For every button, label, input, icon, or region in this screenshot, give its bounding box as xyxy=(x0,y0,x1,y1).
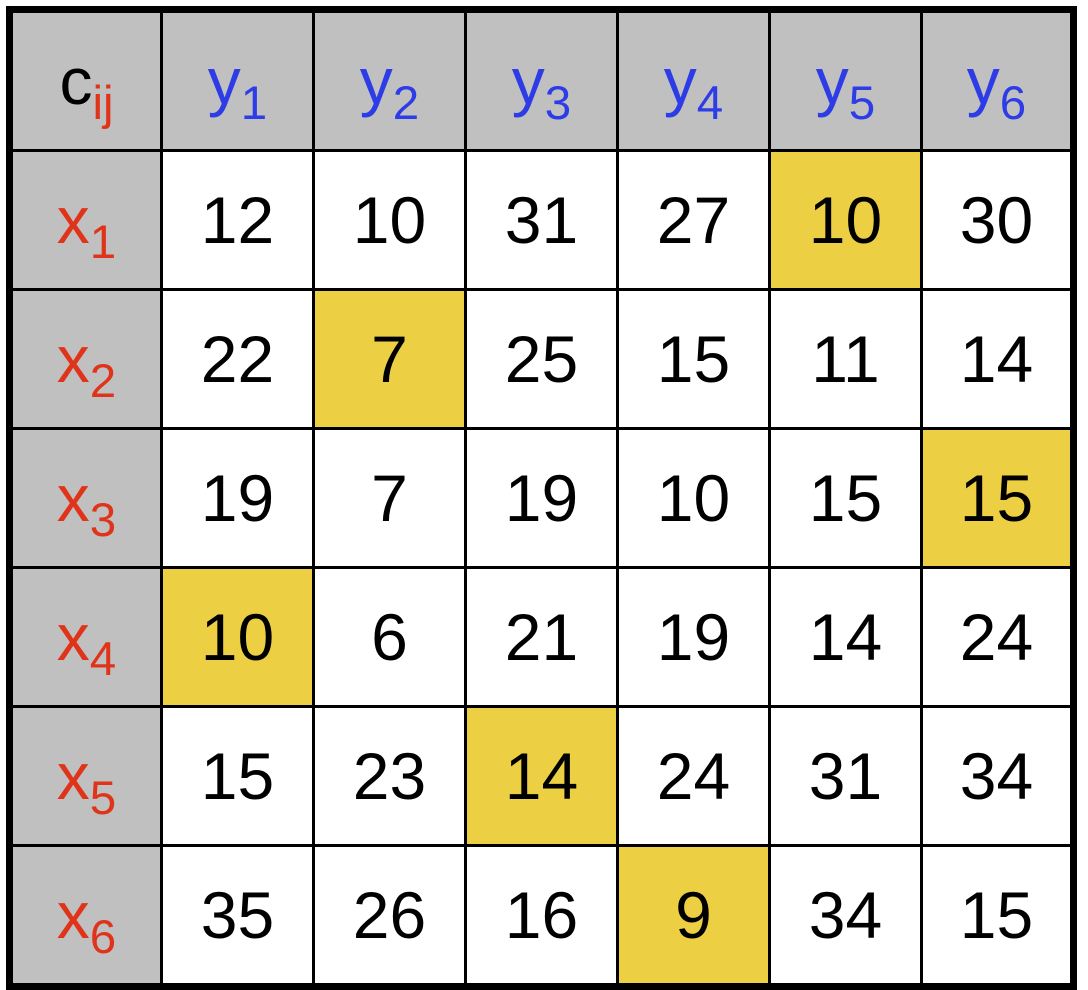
cost-cell: 35 xyxy=(160,844,315,988)
cost-cell: 24 xyxy=(616,705,771,847)
cost-cell: 11 xyxy=(768,288,923,430)
row-header-x6: x6 xyxy=(8,844,163,988)
column-header-y5: y5 xyxy=(768,8,923,152)
table-body: cij y1 y2 y3 y4 y5 y6 x1 12 10 31 27 10 30 x2 22 7 25 15… xyxy=(8,8,1075,988)
cost-cell: 23 xyxy=(312,705,467,847)
table-row: x1 12 10 31 27 10 30 xyxy=(8,149,1075,291)
cost-cell: 12 xyxy=(160,149,315,291)
column-header-sub: 3 xyxy=(544,77,572,131)
cost-cell: 15 xyxy=(160,705,315,847)
cost-cell: 26 xyxy=(312,844,467,988)
header-row: cij y1 y2 y3 y4 y5 y6 xyxy=(8,8,1075,152)
row-header-x1: x1 xyxy=(8,149,163,291)
cost-cell: 10 xyxy=(616,427,771,569)
table-row: x5 15 23 14 24 31 34 xyxy=(8,705,1075,847)
column-header-main: y xyxy=(359,44,393,118)
cost-cell: 19 xyxy=(616,566,771,708)
cost-matrix-table: cij y1 y2 y3 y4 y5 y6 x1 12 10 31 27 10 30 x2 22 7 25 15… xyxy=(6,6,1077,990)
column-header-y2: y2 xyxy=(312,8,467,152)
corner-label-main: c xyxy=(59,44,93,118)
row-header-sub: 6 xyxy=(89,911,117,965)
table-row: x4 10 6 21 19 14 24 xyxy=(8,566,1075,708)
row-header-main: x xyxy=(56,461,90,535)
column-header-sub: 4 xyxy=(696,77,724,131)
column-header-main: y xyxy=(511,44,545,118)
cost-cell: 34 xyxy=(920,705,1075,847)
highlighted-cost-cell: 9 xyxy=(616,844,771,988)
cost-cell: 31 xyxy=(768,705,923,847)
highlighted-cost-cell: 7 xyxy=(312,288,467,430)
cost-cell: 31 xyxy=(464,149,619,291)
table-row: x2 22 7 25 15 11 14 xyxy=(8,288,1075,430)
row-header-main: x xyxy=(56,739,90,813)
row-header-sub: 2 xyxy=(89,355,117,409)
row-header-main: x xyxy=(56,600,90,674)
row-header-x5: x5 xyxy=(8,705,163,847)
row-header-x4: x4 xyxy=(8,566,163,708)
highlighted-cost-cell: 10 xyxy=(160,566,315,708)
row-header-main: x xyxy=(56,322,90,396)
row-header-x3: x3 xyxy=(8,427,163,569)
corner-label-sub: ij xyxy=(92,77,114,131)
column-header-sub: 5 xyxy=(848,77,876,131)
highlighted-cost-cell: 10 xyxy=(768,149,923,291)
row-header-sub: 5 xyxy=(89,772,117,826)
cost-cell: 22 xyxy=(160,288,315,430)
highlighted-cost-cell: 14 xyxy=(464,705,619,847)
highlighted-cost-cell: 15 xyxy=(920,427,1075,569)
cost-cell: 15 xyxy=(768,427,923,569)
cost-cell: 21 xyxy=(464,566,619,708)
column-header-y4: y4 xyxy=(616,8,771,152)
column-header-y6: y6 xyxy=(920,8,1075,152)
cost-cell: 24 xyxy=(920,566,1075,708)
column-header-y1: y1 xyxy=(160,8,315,152)
column-header-sub: 1 xyxy=(240,77,268,131)
cost-cell: 34 xyxy=(768,844,923,988)
cost-cell: 30 xyxy=(920,149,1075,291)
cost-cell: 16 xyxy=(464,844,619,988)
row-header-main: x xyxy=(56,878,90,952)
row-header-sub: 3 xyxy=(89,494,117,548)
row-header-main: x xyxy=(56,183,90,257)
cost-cell: 7 xyxy=(312,427,467,569)
column-header-main: y xyxy=(663,44,697,118)
column-header-main: y xyxy=(207,44,241,118)
cost-cell: 19 xyxy=(160,427,315,569)
cost-cell: 19 xyxy=(464,427,619,569)
cost-cell: 27 xyxy=(616,149,771,291)
cost-cell: 15 xyxy=(616,288,771,430)
row-header-sub: 4 xyxy=(89,633,117,687)
column-header-sub: 6 xyxy=(999,77,1027,131)
cost-cell: 10 xyxy=(312,149,467,291)
cost-cell: 14 xyxy=(768,566,923,708)
table-row: x3 19 7 19 10 15 15 xyxy=(8,427,1075,569)
cost-cell: 25 xyxy=(464,288,619,430)
corner-label-cell: cij xyxy=(8,8,163,152)
column-header-y3: y3 xyxy=(464,8,619,152)
cost-cell: 14 xyxy=(920,288,1075,430)
column-header-sub: 2 xyxy=(392,77,420,131)
row-header-x2: x2 xyxy=(8,288,163,430)
cost-cell: 6 xyxy=(312,566,467,708)
column-header-main: y xyxy=(966,44,1000,118)
table-row: x6 35 26 16 9 34 15 xyxy=(8,844,1075,988)
cost-cell: 15 xyxy=(920,844,1075,988)
column-header-main: y xyxy=(815,44,849,118)
row-header-sub: 1 xyxy=(89,216,117,270)
